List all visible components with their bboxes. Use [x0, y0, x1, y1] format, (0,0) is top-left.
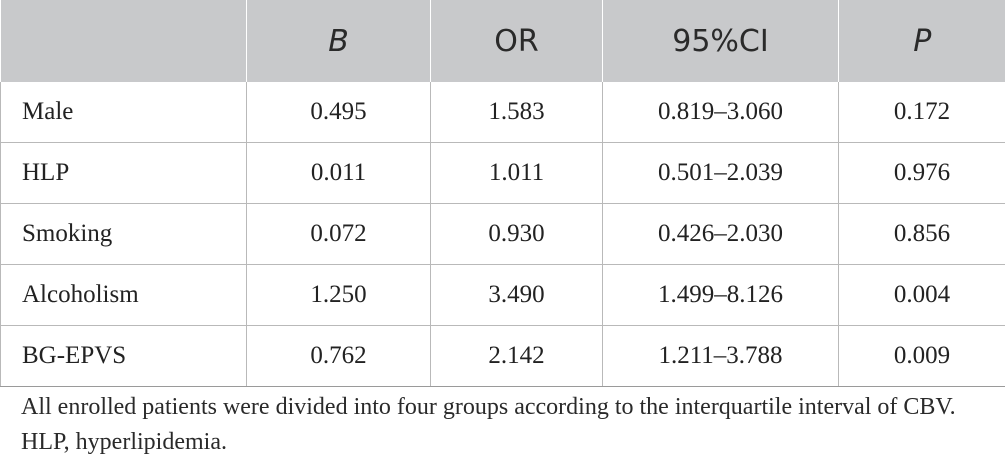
- table-row: HLP 0.011 1.011 0.501–2.039 0.976: [0, 142, 1005, 204]
- cell-ci: 0.501–2.039: [602, 142, 839, 204]
- cell-ci: 0.426–2.030: [602, 203, 839, 265]
- cell-p: 0.856: [838, 203, 1005, 265]
- results-table: B OR 95%CI P Male 0.495 1.583 0.819–3.06…: [0, 0, 1005, 387]
- cell-or: 0.930: [430, 203, 603, 265]
- cell-variable: Smoking: [0, 203, 247, 265]
- cell-b: 0.011: [246, 142, 431, 204]
- table-row: Alcoholism 1.250 3.490 1.499–8.126 0.004: [0, 264, 1005, 326]
- cell-p: 0.976: [838, 142, 1005, 204]
- cell-variable: BG-EPVS: [0, 325, 247, 387]
- cell-variable: HLP: [0, 142, 247, 204]
- cell-or: 1.583: [430, 82, 603, 143]
- table-row: Male 0.495 1.583 0.819–3.060 0.172: [0, 82, 1005, 143]
- table-row: Smoking 0.072 0.930 0.426–2.030 0.856: [0, 203, 1005, 265]
- header-variable: [0, 0, 247, 82]
- cell-variable: Alcoholism: [0, 264, 247, 326]
- cell-b: 0.762: [246, 325, 431, 387]
- cell-ci: 0.819–3.060: [602, 82, 839, 143]
- cell-variable: Male: [0, 82, 247, 143]
- cell-p: 0.004: [838, 264, 1005, 326]
- cell-ci: 1.499–8.126: [602, 264, 839, 326]
- cell-b: 1.250: [246, 264, 431, 326]
- header-or: OR: [430, 0, 603, 82]
- table-footnote: All enrolled patients were divided into …: [21, 394, 956, 455]
- table-row: BG-EPVS 0.762 2.142 1.211–3.788 0.009: [0, 325, 1005, 387]
- cell-or: 1.011: [430, 142, 603, 204]
- cell-or: 2.142: [430, 325, 603, 387]
- cell-p: 0.172: [838, 82, 1005, 143]
- cell-p: 0.009: [838, 325, 1005, 387]
- cell-b: 0.495: [246, 82, 431, 143]
- header-p: P: [838, 0, 1005, 82]
- cell-or: 3.490: [430, 264, 603, 326]
- cell-ci: 1.211–3.788: [602, 325, 839, 387]
- results-table-container: B OR 95%CI P Male 0.495 1.583 0.819–3.06…: [0, 0, 1005, 387]
- header-b: B: [246, 0, 431, 82]
- table-header-row: B OR 95%CI P: [0, 0, 1005, 82]
- cell-b: 0.072: [246, 203, 431, 265]
- header-95ci: 95%CI: [602, 0, 839, 82]
